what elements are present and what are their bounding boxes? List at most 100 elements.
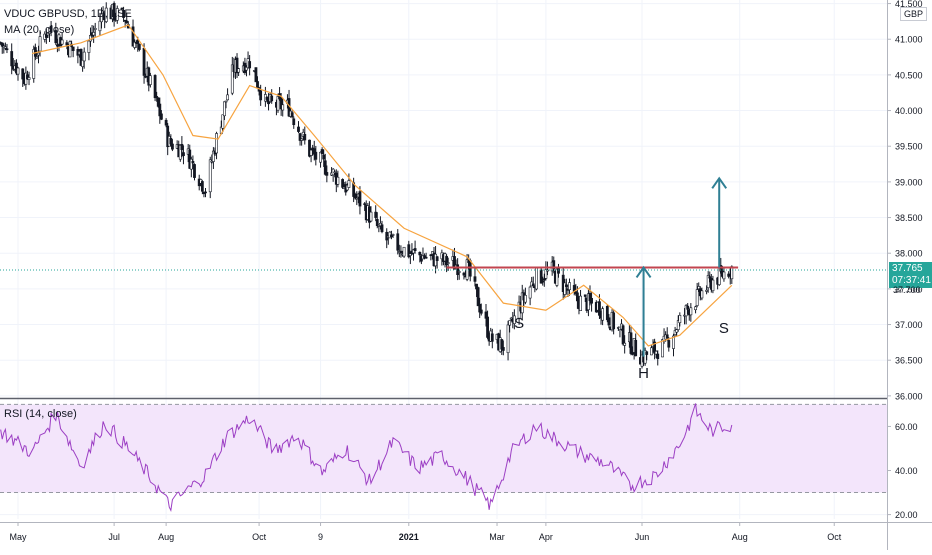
candle-body: [621, 325, 625, 345]
time-axis-label: Jul: [108, 532, 120, 542]
candle: [303, 126, 307, 145]
price-axis-label: 39.500: [895, 142, 923, 152]
candle-body: [92, 32, 96, 36]
candle: [300, 138, 304, 146]
candle-body: [396, 233, 400, 251]
candle: [473, 268, 477, 287]
candle-body: [435, 256, 439, 261]
candle-body: [607, 317, 611, 326]
candle: [711, 275, 715, 294]
candle: [297, 121, 300, 134]
rsi-line: [0, 403, 733, 512]
candle-body: [155, 96, 159, 98]
candle: [32, 45, 36, 83]
candle-body: [347, 180, 351, 188]
candle-body: [125, 20, 129, 24]
candle-body: [546, 269, 549, 272]
candle-body: [598, 301, 601, 316]
candle: [605, 304, 609, 323]
candle: [60, 32, 64, 46]
candle: [355, 191, 359, 206]
last-price-badge[interactable]: 37.765 07:37:41: [889, 262, 932, 288]
ma-legend[interactable]: MA (20, close): [4, 24, 75, 36]
time-axis-label: Oct: [252, 532, 267, 542]
time-axis-label: Oct: [827, 532, 842, 542]
candle: [486, 310, 489, 340]
price-axis-label: 41.500: [895, 0, 923, 9]
time-axis-label: Apr: [539, 532, 553, 542]
candle: [221, 114, 225, 133]
price-tick-under-badge: 37.700: [893, 285, 921, 295]
candle: [122, 6, 125, 22]
price-axis-label: 39.000: [895, 177, 923, 187]
candle: [634, 333, 638, 357]
candle-body: [568, 282, 571, 291]
candle-body: [226, 94, 229, 101]
candle-body: [322, 154, 326, 160]
candle-body: [424, 256, 428, 259]
candle-body: [65, 42, 69, 46]
candle: [68, 40, 72, 58]
candle-body: [501, 347, 505, 351]
currency-badge[interactable]: GBP: [900, 7, 928, 21]
candle: [115, 5, 119, 24]
price-axis-label: 40.500: [895, 70, 923, 80]
candle: [263, 86, 267, 107]
candle: [148, 72, 152, 88]
candle-body: [473, 276, 477, 282]
candle-body: [413, 248, 417, 251]
candle-body: [112, 3, 116, 21]
candle: [601, 306, 605, 326]
candle-body: [115, 8, 119, 21]
candle: [374, 205, 378, 222]
candle-body: [254, 67, 258, 83]
candle: [270, 89, 274, 104]
candle: [224, 100, 228, 109]
candle: [689, 303, 693, 322]
candle: [171, 139, 174, 152]
candle-body: [297, 126, 300, 132]
pattern-label: H: [638, 365, 649, 382]
candle-body: [535, 267, 538, 290]
candle-body: [590, 297, 593, 304]
candle-body: [292, 118, 296, 126]
candle-body: [623, 342, 627, 346]
candle: [164, 118, 168, 128]
candle: [0, 42, 4, 54]
candle-body: [462, 272, 466, 276]
candle-body: [689, 307, 693, 316]
candle-body: [601, 308, 605, 321]
candle: [237, 67, 241, 77]
candle: [722, 266, 726, 282]
rsi-band: [0, 404, 887, 493]
candle-body: [564, 284, 568, 287]
candle: [396, 229, 400, 255]
candle-body: [678, 315, 682, 324]
candle-body: [98, 20, 102, 32]
candle: [112, 1, 116, 27]
candle: [380, 220, 384, 234]
rsi-legend[interactable]: RSI (14, close): [4, 408, 77, 420]
candle: [211, 147, 215, 169]
candle: [319, 151, 322, 168]
candle: [512, 309, 516, 330]
candle: [259, 84, 263, 106]
rsi-axis-label: 40.00: [895, 466, 918, 476]
candle: [695, 282, 699, 308]
candle-body: [711, 279, 715, 292]
candle-body: [391, 234, 395, 236]
candle: [385, 228, 389, 249]
candle: [590, 291, 593, 312]
time-axis-label: Mar: [489, 532, 505, 542]
rsi-axis-label: 60.00: [895, 422, 918, 432]
candle: [155, 91, 159, 102]
candle: [336, 170, 340, 188]
candle-body: [200, 181, 204, 192]
candle-body: [319, 151, 322, 163]
main-series-legend[interactable]: VDUC GBPUSD, 1D, LSE: [4, 8, 132, 20]
candle-body: [148, 75, 152, 85]
candle-body: [653, 341, 657, 354]
candle: [308, 139, 311, 158]
bar-countdown: 07:37:41: [892, 275, 931, 286]
candle: [706, 271, 710, 293]
